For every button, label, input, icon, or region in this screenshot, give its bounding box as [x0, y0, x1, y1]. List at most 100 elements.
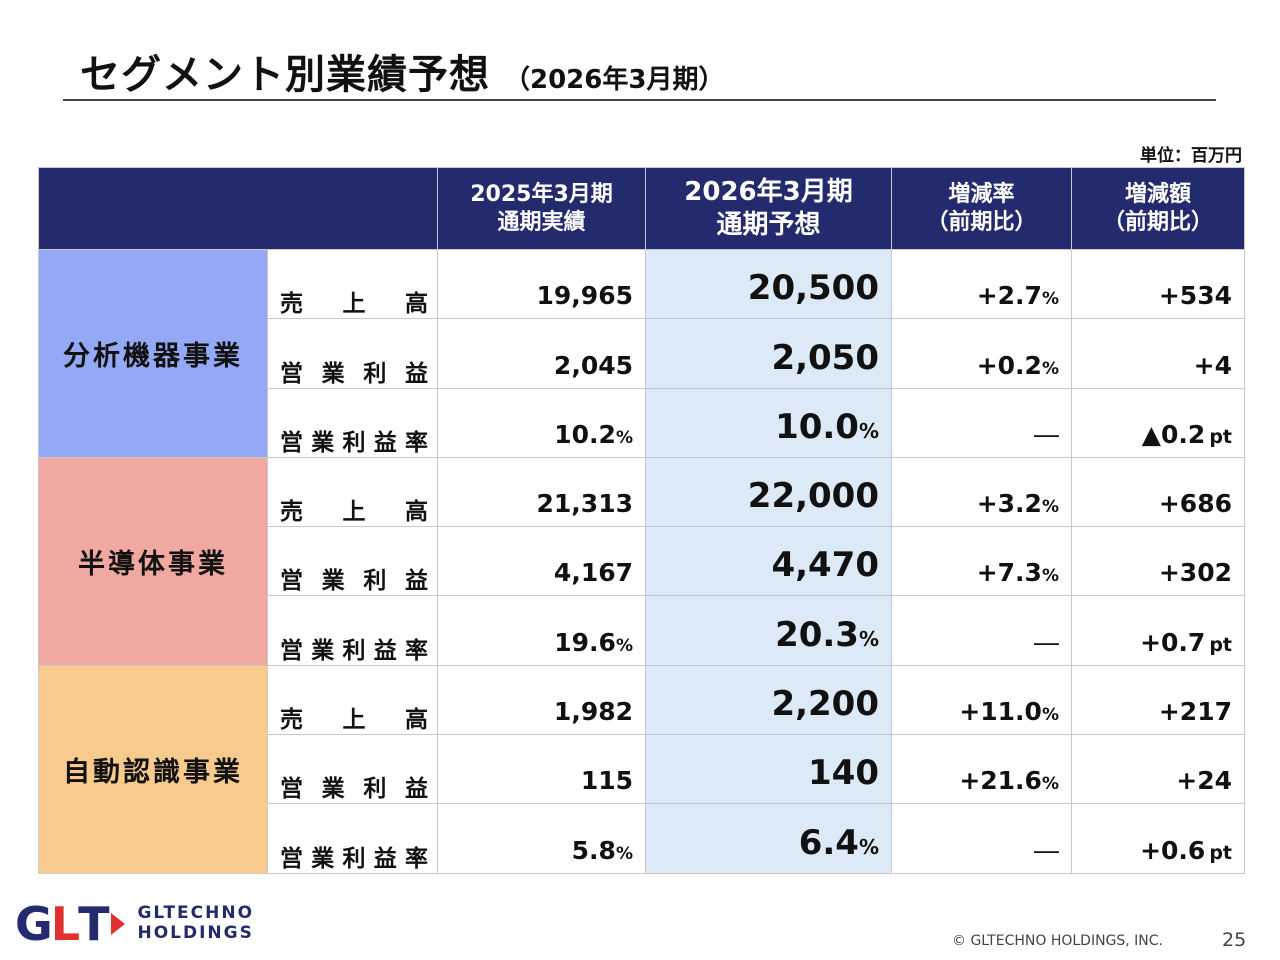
item-label-chars: 売上高	[280, 700, 428, 734]
prev-actual-cell-unit: %	[615, 843, 633, 864]
change-amount-cell: +686	[1071, 456, 1245, 528]
change-rate-cell-value: ―	[1034, 835, 1059, 865]
forecast-cell: 2,050	[645, 318, 892, 389]
header-prev-actual: 2025年3月期 通期実績	[437, 167, 646, 250]
title-main: セグメント別業績予想	[80, 52, 490, 98]
change-amount-cell: +24	[1071, 734, 1245, 805]
glt-logo-mark: G L T	[15, 897, 126, 951]
item-label-chars: 売上高	[280, 284, 428, 318]
change-amount-cell-unit: pt	[1209, 633, 1232, 656]
item-label-chars: 営業利益	[280, 561, 428, 595]
row-item-label: 営業利益率	[267, 387, 438, 458]
change-amount-cell-unit: pt	[1209, 841, 1232, 864]
item-char: 業	[321, 360, 345, 387]
row-item-label: 営業利益	[267, 318, 438, 389]
item-char: 率	[405, 637, 428, 664]
forecast-cell-value: 22,000	[747, 476, 879, 517]
prev-actual-cell-value: 10.2	[554, 419, 616, 449]
change-amount-cell-unit: pt	[1209, 425, 1232, 448]
change-rate-cell-unit: %	[1041, 358, 1059, 379]
forecast-cell: 4,470	[645, 526, 892, 597]
change-amount-cell-value: +302	[1158, 558, 1232, 588]
change-amount-cell-value: +0.7	[1140, 627, 1206, 657]
item-char: 益	[373, 845, 397, 872]
item-char: 営	[280, 429, 303, 456]
table-row: 分析機器事業売 上 高 19,965 20,500 +2.7% +534	[38, 248, 1245, 458]
change-amount-cell: +0.7 pt	[1071, 595, 1245, 666]
forecast-cell-value: 10.0	[775, 406, 859, 447]
title-divider	[63, 99, 1216, 101]
item-char: 利	[363, 360, 387, 387]
forecast-cell: 10.0%	[645, 387, 892, 458]
prev-actual-cell-unit: %	[615, 635, 633, 656]
item-char: 益	[404, 568, 428, 595]
change-rate-cell: ―	[891, 595, 1072, 666]
forecast-cell-value: 2,050	[771, 337, 879, 378]
change-rate-cell-unit: %	[1041, 566, 1059, 587]
prev-actual-cell-value: 2,045	[553, 350, 633, 380]
item-char: 利	[363, 568, 387, 595]
change-rate-cell: +11.0%	[891, 664, 1072, 736]
change-rate-cell: +21.6%	[891, 734, 1072, 805]
item-char: 上	[342, 291, 366, 318]
table-row: 営業利益 115 140 +21.6% +24	[39, 734, 1245, 805]
prev-actual-cell: 1,982	[437, 664, 646, 736]
change-amount-cell: +0.6 pt	[1071, 803, 1245, 874]
item-char: 益	[404, 776, 428, 803]
row-item-label: 売上高	[267, 248, 438, 320]
header-forecast: 2026年3月期 通期予想	[645, 167, 892, 250]
prev-actual-cell-unit: %	[615, 427, 633, 448]
item-char: 上	[342, 707, 366, 734]
item-char: 営	[280, 776, 303, 803]
prev-actual-cell: 19,965	[437, 248, 646, 320]
row-item-label: 売上高	[267, 456, 438, 528]
change-rate-cell-unit: %	[1041, 705, 1059, 726]
forecast-cell-value: 20.3	[775, 614, 859, 655]
change-amount-cell-value: +24	[1176, 766, 1232, 796]
table-row: 営業利益率 19.6% 20.3% ― +0.7 pt	[39, 595, 1245, 666]
change-rate-cell-value: +21.6	[959, 766, 1042, 796]
change-rate-cell: ―	[891, 387, 1072, 458]
prev-actual-cell-value: 115	[580, 766, 633, 796]
change-rate-cell-unit: %	[1041, 497, 1059, 518]
item-char: 上	[342, 499, 366, 526]
forecast-cell-value: 4,470	[771, 545, 879, 586]
segment-name: 半導体事業	[38, 456, 268, 666]
logo-text: GLTECHNO HOLDINGS	[137, 903, 255, 943]
item-char: 利	[363, 776, 387, 803]
change-rate-cell-value: +0.2	[976, 350, 1042, 380]
forecast-cell-value: 140	[808, 753, 879, 794]
prev-actual-cell-value: 5.8	[571, 835, 616, 865]
change-amount-cell: +534	[1071, 248, 1245, 320]
table-header-row: 2025年3月期 通期実績 2026年3月期 通期予想 増減率 （前期比） 増減…	[38, 167, 1245, 250]
segment-forecast-table: 2025年3月期 通期実績 2026年3月期 通期予想 増減率 （前期比） 増減…	[38, 167, 1245, 874]
item-char: 益	[404, 360, 428, 387]
change-amount-cell: ▲0.2 pt	[1071, 387, 1245, 458]
forecast-cell: 22,000	[645, 456, 892, 528]
segment-name: 分析機器事業	[38, 249, 268, 458]
prev-actual-cell-value: 21,313	[536, 489, 633, 519]
change-rate-cell: +0.2%	[891, 318, 1072, 389]
change-amount-cell-value: +217	[1158, 697, 1232, 727]
change-amount-cell: +302	[1071, 526, 1245, 597]
item-label-chars: 営業利益率	[280, 423, 428, 457]
prev-actual-cell-value: 1,982	[553, 697, 633, 727]
item-char: 高	[405, 499, 428, 526]
logo-triangle-icon	[111, 913, 126, 935]
title-sub: （2026年3月期）	[504, 65, 725, 95]
item-char: 売	[280, 707, 303, 734]
table-row: 自動認識事業売 上 高 1,982 2,200 +11.0% +217	[38, 664, 1245, 874]
prev-actual-cell-value: 4,167	[553, 558, 633, 588]
change-amount-cell-value: +534	[1158, 281, 1232, 311]
item-char: 率	[405, 845, 428, 872]
forecast-cell-unit: %	[858, 626, 879, 651]
prev-actual-cell: 10.2%	[437, 387, 646, 458]
table-row: 営業利益 4,167 4,470 +7.3% +302	[39, 526, 1245, 597]
item-char: 業	[321, 776, 345, 803]
change-rate-cell-value: ―	[1034, 627, 1059, 657]
copyright: © GLTECHNO HOLDINGS, INC.	[952, 933, 1164, 949]
change-rate-cell-unit: %	[1041, 289, 1059, 310]
item-char: 営	[280, 845, 303, 872]
item-label-chars: 売上高	[280, 492, 428, 526]
item-label-chars: 営業利益	[280, 769, 428, 803]
